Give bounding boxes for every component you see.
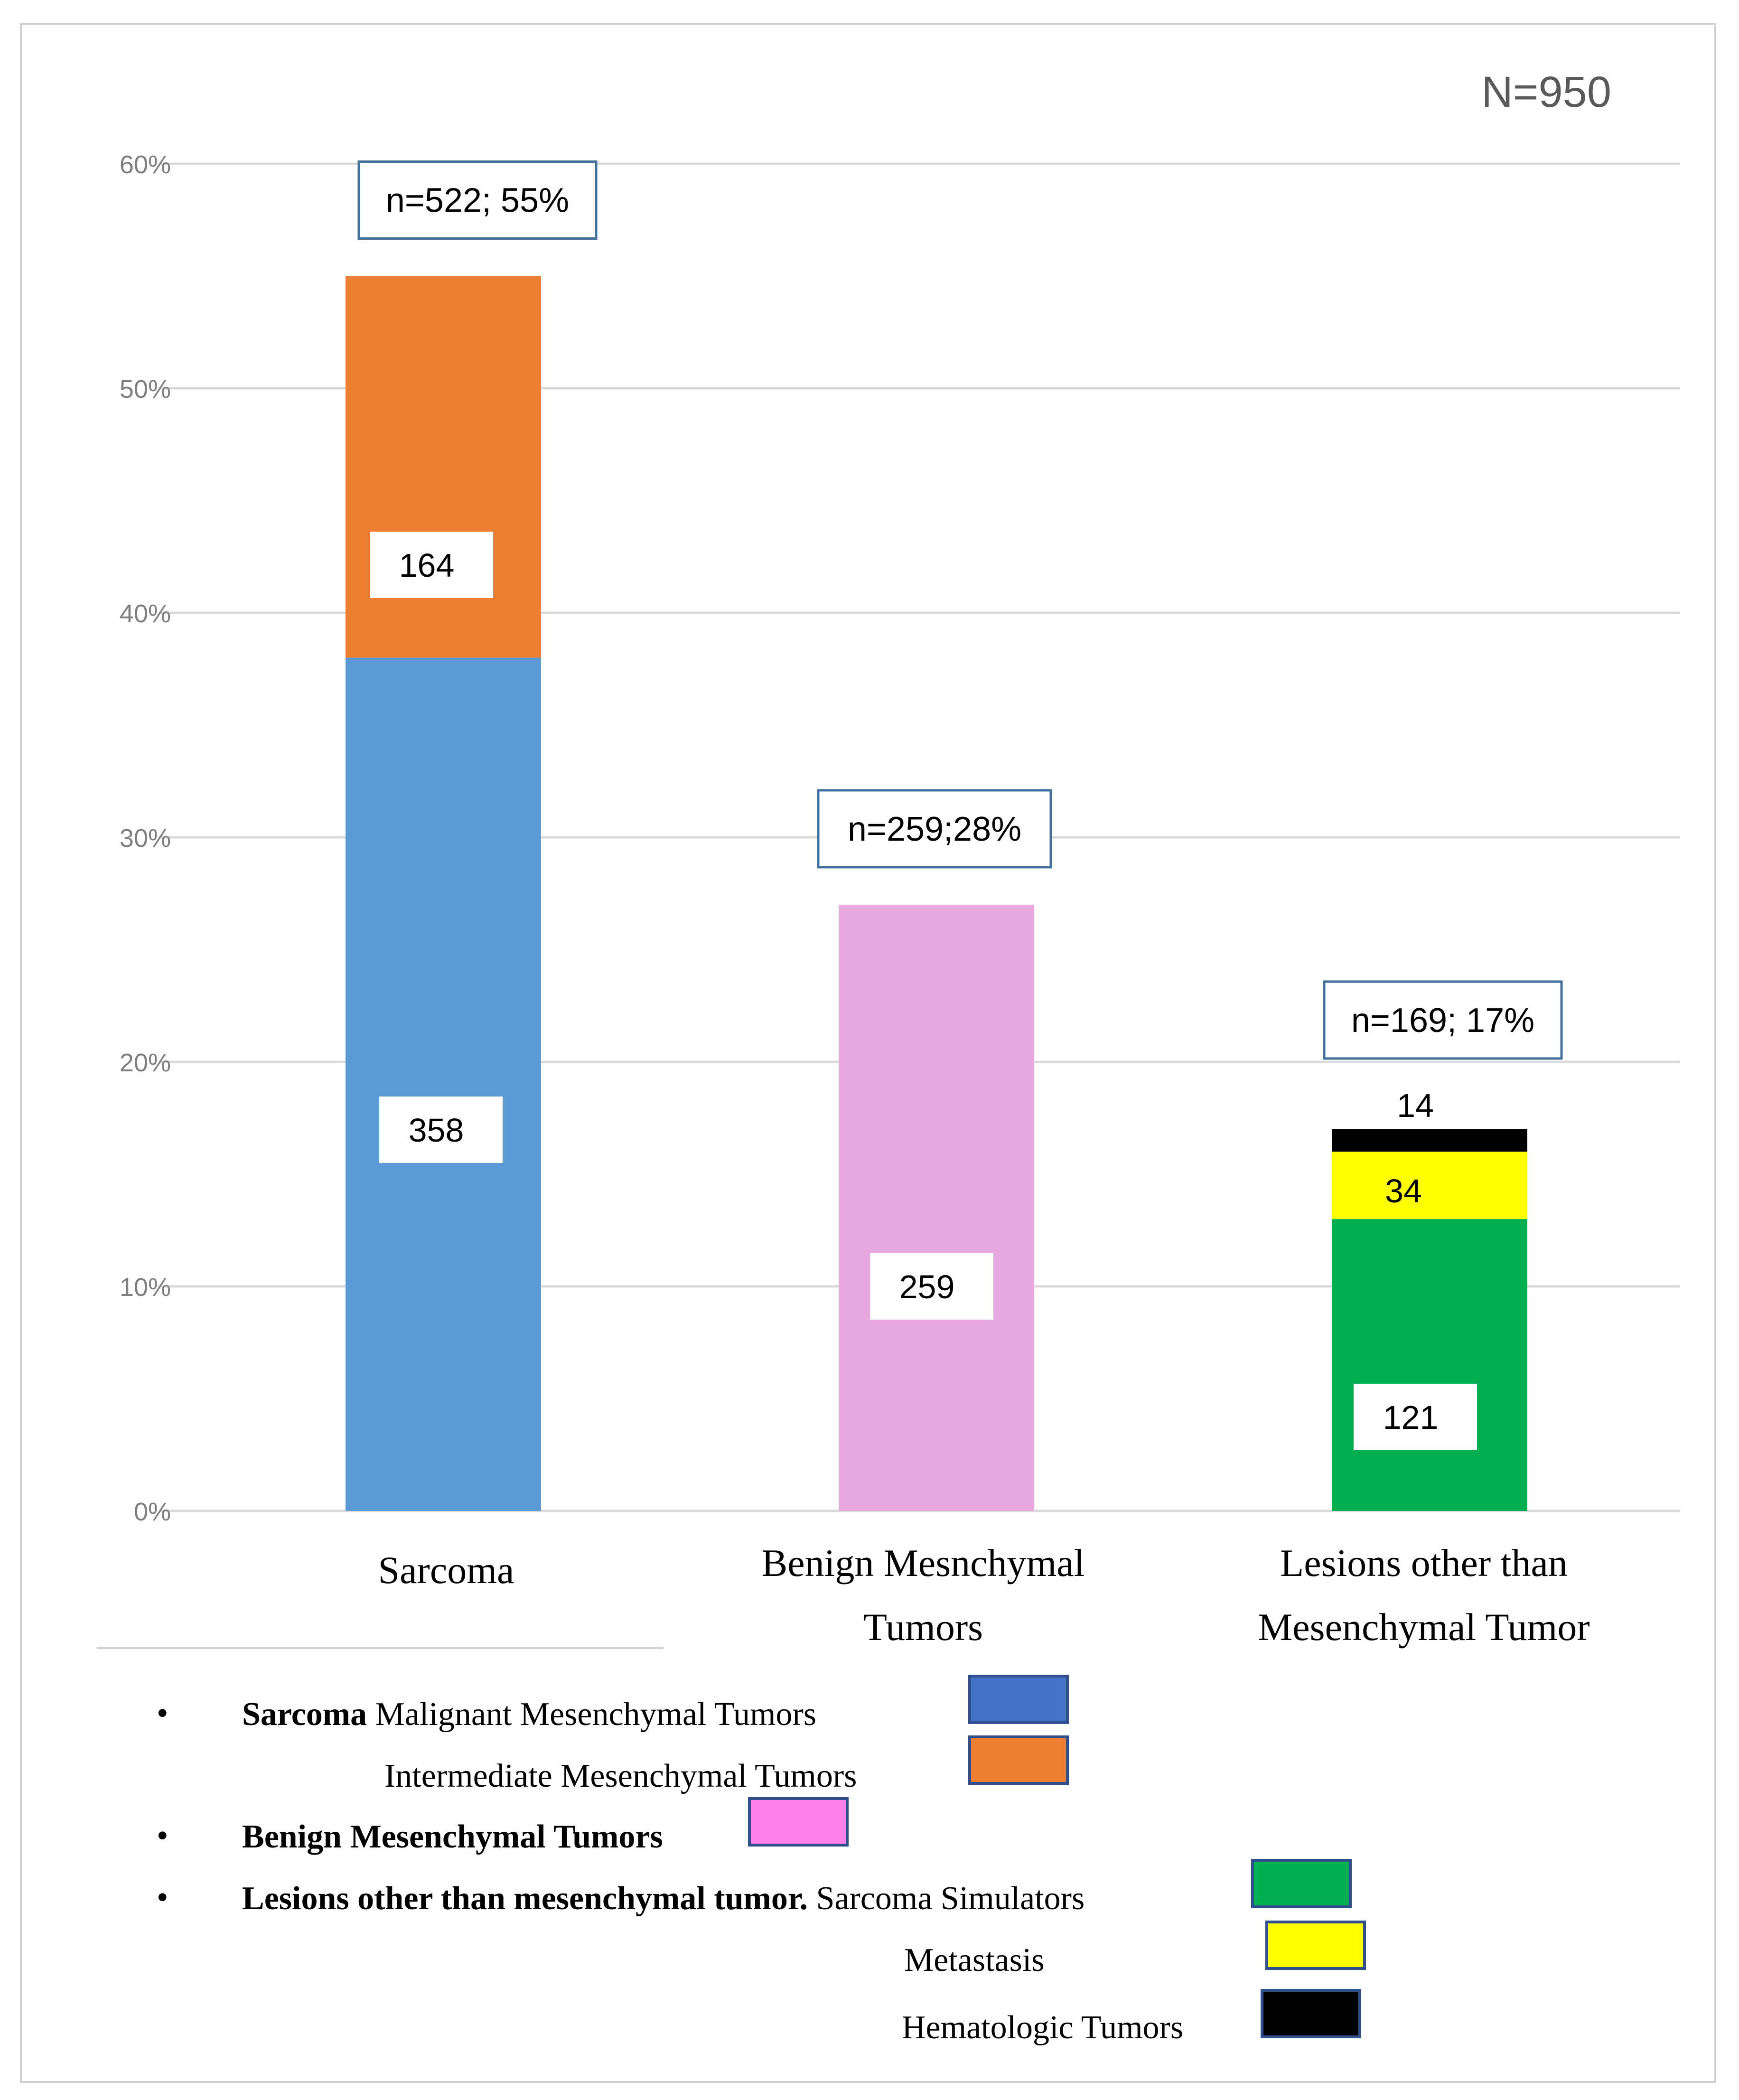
- category-labels: Sarcoma Benign Mesnchymal Tumors Lesions ot…: [378, 1541, 1590, 1649]
- segment-label: 34: [1385, 1172, 1422, 1209]
- bar-segment: [839, 904, 1034, 1511]
- legend-swatch-hematologic: [1261, 1989, 1361, 2038]
- legend-metastasis-label: Metastasis: [904, 1942, 1045, 1978]
- segment-label-box: [370, 532, 493, 598]
- legend-lesions-row: Lesions other than mesenchymal tumor. Sa…: [242, 1880, 1085, 1918]
- legend-swatch-intermediate: [968, 1735, 1069, 1785]
- segment-labels: 358 164 259 121 34 14: [370, 532, 1477, 1450]
- total-label-box: [1323, 980, 1563, 1060]
- category-label: Benign Mesnchymal: [762, 1541, 1085, 1584]
- legend-hematologic-label: Hematologic Tumors: [902, 2009, 1184, 2046]
- segment-label: 164: [399, 547, 455, 584]
- bar-segment: [346, 657, 541, 1511]
- segment-label: 14: [1397, 1087, 1434, 1124]
- y-tick-label: 0%: [134, 1498, 171, 1526]
- segment-label: 358: [409, 1112, 464, 1149]
- legend-bullet-benign: •: [157, 1818, 168, 1854]
- bar-segment: [346, 276, 541, 658]
- legend-intermediate-label: Intermediate Mesenchymal Tumors: [384, 1758, 857, 1794]
- bar-segment: [1332, 1129, 1527, 1152]
- category-label: Sarcoma: [378, 1548, 514, 1592]
- segment-label: 259: [899, 1268, 955, 1305]
- legend-bullet-sarcoma: •: [157, 1695, 168, 1732]
- legend-swatch-malignant: [968, 1675, 1069, 1724]
- legend-lesions-bold: Lesions other than mesenchymal tumor.: [242, 1880, 808, 1917]
- stacked-bar-chart: 0% 10% 20% 30% 40% 50% 60% 358 164 259 121 34 14 n=…: [97, 68, 1680, 1649]
- y-axis-tick-labels: 0% 10% 20% 30% 40% 50% 60%: [120, 150, 171, 1526]
- legend-simulators-label: Sarcoma Simulators: [807, 1880, 1085, 1917]
- total-label-box: [817, 789, 1052, 869]
- legend-sarcoma-row: Sarcoma Malignant Mesenchymal Tumors: [242, 1696, 816, 1734]
- bar-segment: [1332, 1219, 1527, 1511]
- segment-label-box: [379, 1097, 503, 1163]
- legend-benign-row: Benign Mesenchymal Tumors: [242, 1818, 663, 1856]
- category-label: Mesenchymal Tumor: [1258, 1605, 1589, 1649]
- y-tick-label: 10%: [120, 1273, 171, 1302]
- total-count-label: N=950: [1481, 68, 1611, 116]
- y-tick-label: 20%: [120, 1049, 171, 1077]
- legend-bullet-lesions: •: [157, 1879, 168, 1916]
- figure-frame: [20, 23, 1716, 2083]
- total-labels: n=522; 55% n=259;28% n=169; 17%: [357, 160, 1563, 1060]
- y-tick-label: 50%: [120, 375, 171, 403]
- segment-label: 121: [1383, 1399, 1439, 1436]
- legend-swatch-benign: [748, 1797, 849, 1847]
- segment-label-box: [1354, 1384, 1477, 1450]
- segment-label-box: [870, 1253, 993, 1320]
- legend-sarcoma-bold: Sarcoma: [242, 1696, 367, 1733]
- total-label: n=169; 17%: [1351, 1002, 1534, 1040]
- total-label: n=522; 55%: [386, 182, 569, 220]
- total-label: n=259;28%: [848, 810, 1021, 848]
- legend-swatch-metastasis: [1265, 1921, 1366, 1970]
- y-tick-label: 60%: [120, 150, 171, 179]
- y-tick-label: 40%: [120, 600, 171, 628]
- category-label: Lesions other than: [1280, 1541, 1568, 1584]
- category-label: Tumors: [863, 1605, 983, 1649]
- y-tick-label: 30%: [120, 824, 171, 853]
- legend-malignant-label: Malignant Mesenchymal Tumors: [367, 1696, 817, 1733]
- total-label-box: [357, 160, 598, 240]
- legend-swatch-simulators: [1251, 1859, 1352, 1908]
- bars: [346, 276, 1527, 1511]
- legend-benign-bold: Benign Mesenchymal Tumors: [242, 1819, 663, 1855]
- bar-segment: [1332, 1152, 1527, 1219]
